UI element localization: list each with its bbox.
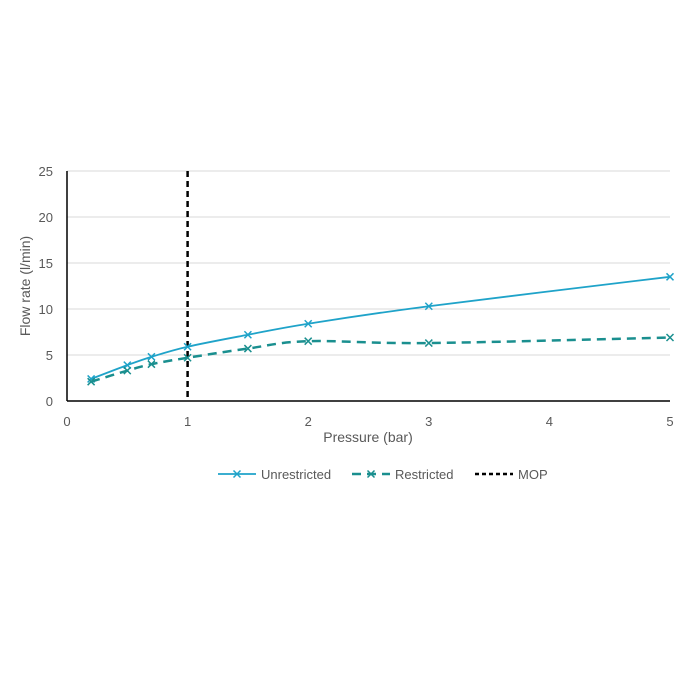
unrestricted-series-line	[90, 275, 671, 380]
restricted-point-1	[123, 366, 132, 375]
legend-marker-restricted	[366, 469, 376, 479]
y-tick-label-20: 20	[39, 210, 53, 225]
x-tick-label-5: 5	[666, 414, 673, 429]
unrestricted-point-4	[243, 330, 252, 339]
y-tick-label-15: 15	[39, 256, 53, 271]
unrestricted-point-5	[304, 319, 313, 328]
unrestricted-point-3	[183, 342, 192, 351]
legend-label-unrestricted: Unrestricted	[261, 467, 331, 482]
legend-label-restricted: Restricted	[395, 467, 454, 482]
x-tick-label-1: 1	[184, 414, 191, 429]
y-axis-title: Flow rate (l/min)	[17, 236, 33, 336]
x-tick-label-2: 2	[305, 414, 312, 429]
restricted-point-3	[183, 353, 192, 362]
axes	[66, 171, 670, 402]
y-tick-label-25: 25	[39, 164, 53, 179]
restricted-point-6	[424, 339, 433, 348]
restricted-point-4	[243, 344, 252, 353]
x-axis-title: Pressure (bar)	[323, 429, 412, 445]
legend-label-mop: MOP	[518, 467, 548, 482]
series-lines	[87, 272, 675, 386]
tick-labels: 0 5 10 15 20 25 0 1 2 3 4 5	[39, 164, 674, 429]
legend: Unrestricted Restricted MOP	[218, 467, 548, 482]
restricted-point-5	[304, 337, 313, 346]
x-tick-label-0: 0	[63, 414, 70, 429]
unrestricted-point-7	[665, 272, 675, 281]
y-tick-label-5: 5	[46, 348, 53, 363]
y-tick-label-0: 0	[46, 394, 53, 409]
legend-marker-unrestricted	[232, 469, 242, 479]
restricted-point-0	[87, 377, 96, 386]
unrestricted-point-2	[147, 352, 156, 361]
unrestricted-point-6	[424, 302, 433, 311]
restricted-series-line	[90, 336, 671, 383]
restricted-point-2	[147, 360, 156, 369]
y-tick-label-10: 10	[39, 302, 53, 317]
x-tick-label-4: 4	[546, 414, 553, 429]
grid-lines	[67, 170, 670, 356]
x-tick-label-3: 3	[425, 414, 432, 429]
restricted-point-7	[665, 333, 675, 342]
